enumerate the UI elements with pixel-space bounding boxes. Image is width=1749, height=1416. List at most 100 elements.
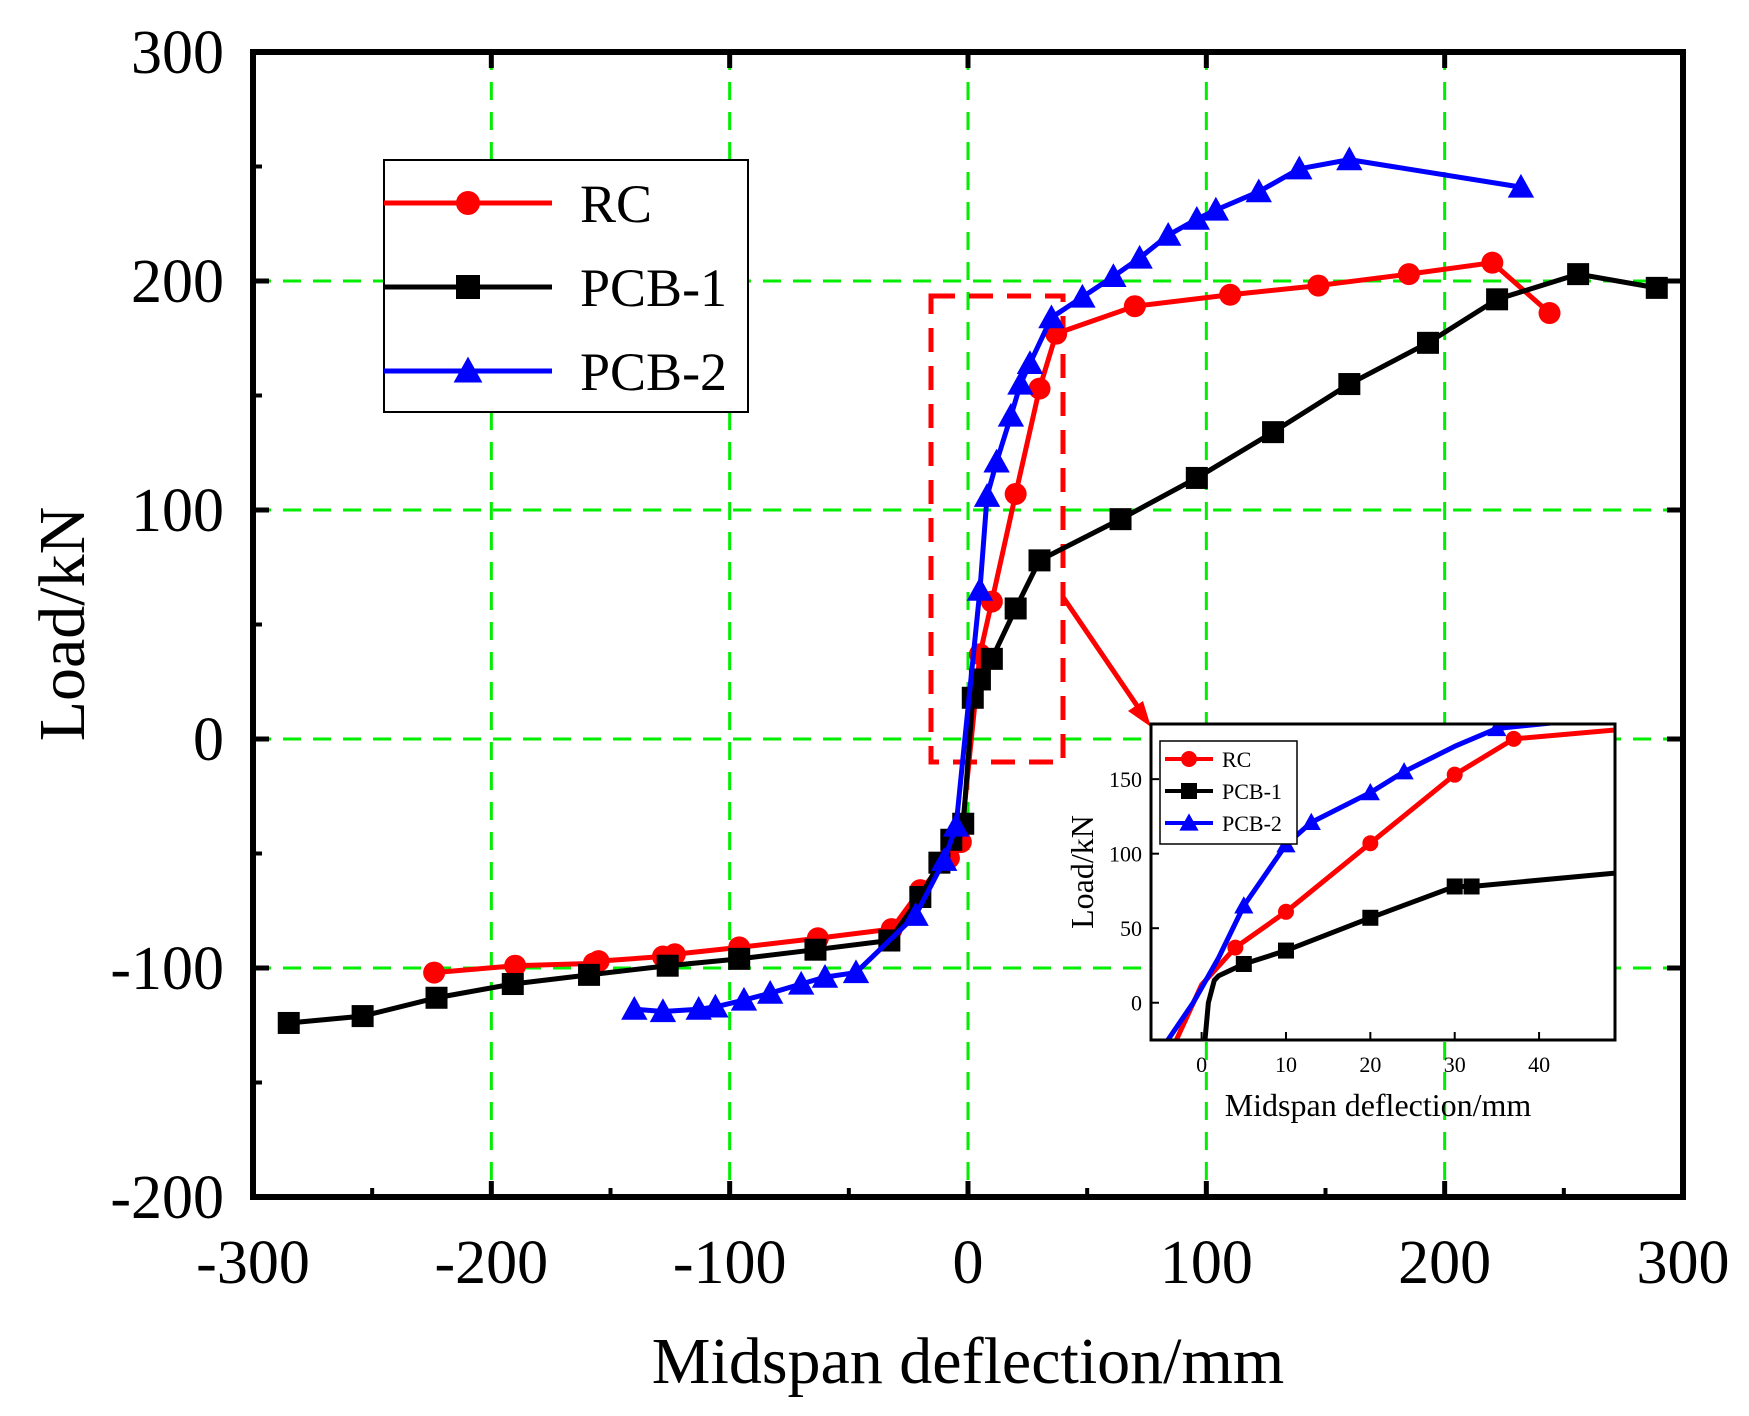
data-point-pcb-1 — [1185, 466, 1208, 489]
data-point-pcb-2 — [1245, 178, 1272, 203]
data-point-pcb-1 — [1416, 331, 1439, 354]
data-point-pcb-1 — [501, 973, 524, 996]
main-chart: -300 -200 -100 0 100 200 300-200-1000100200300… — [26, 19, 1730, 1398]
data-point-pcb-1 — [804, 938, 827, 961]
inset-y-tick-label: 0 — [1131, 991, 1142, 1016]
inset-x-axis-title: Midspan deflection/mm — [1225, 1087, 1532, 1123]
inset-data-point-pcb-1 — [1446, 878, 1463, 895]
data-point-rc — [1004, 482, 1027, 505]
inset-data-point-pcb-1 — [1463, 878, 1480, 895]
x-tick-label: -200 — [435, 1229, 549, 1297]
data-point-pcb-2 — [649, 998, 677, 1023]
data-point-pcb-2 — [1007, 370, 1034, 395]
inset-legend-marker-pcb-2 — [1179, 813, 1199, 831]
inset-legend-marker-rc — [1181, 751, 1197, 767]
x-tick-label: 200 — [1398, 1229, 1491, 1297]
inset-legend: RC PCB-1 PCB-2 — [1159, 740, 1298, 845]
inset-data-point-pcb-1 — [1235, 955, 1252, 972]
data-point-pcb-2 — [756, 979, 784, 1004]
y-tick-label: 0 — [193, 706, 224, 774]
inset-zoom-region — [928, 293, 1066, 765]
inset-chart: 0 10 20 30 40 0 50 100 150 Midspan deflection/mm… — [1064, 722, 1617, 1123]
main-series — [277, 146, 1668, 1034]
inset-series — [1165, 724, 1615, 1040]
inset-data-point-rc — [1277, 903, 1294, 920]
data-point-pcb-2 — [811, 963, 839, 988]
inset-legend-label-rc: RC — [1222, 747, 1251, 772]
data-point-pcb-2 — [942, 812, 970, 837]
legend-label-rc: RC — [580, 174, 652, 234]
data-point-pcb-2 — [1336, 146, 1363, 171]
data-point-rc — [1481, 251, 1504, 274]
inset-data-point-pcb-2 — [1360, 782, 1380, 801]
inset-y-axis-title: Load/kN — [1064, 815, 1100, 929]
inset-legend-label-pcb-2: PCB-2 — [1222, 811, 1282, 836]
main-y-axis-title: Load/kN — [26, 507, 99, 742]
data-point-pcb-2 — [1016, 350, 1044, 374]
data-point-pcb-2 — [1507, 173, 1535, 198]
data-point-rc — [1397, 263, 1420, 286]
inset-plot-frame — [1149, 722, 1617, 1042]
inset-ticks — [1151, 778, 1541, 1040]
inset-data-point-pcb-1 — [1277, 942, 1294, 959]
data-point-pcb-1 — [578, 963, 601, 986]
legend-marker-pcb-1 — [456, 275, 480, 299]
y-tick-label: -100 — [110, 935, 224, 1003]
data-point-rc — [1307, 274, 1330, 297]
inset-legend-item-pcb-1: PCB-1 — [1165, 779, 1282, 804]
data-point-pcb-1 — [1486, 288, 1509, 311]
legend-item-pcb-2: PCB-2 — [384, 342, 727, 402]
data-point-pcb-2 — [966, 576, 994, 601]
inset-data-point-pcb-2 — [1234, 896, 1254, 914]
data-point-pcb-1 — [968, 668, 991, 691]
data-point-pcb-2 — [1286, 155, 1313, 180]
inset-data-point-rc — [1446, 766, 1463, 783]
data-point-rc — [1219, 283, 1242, 306]
inset-legend-item-pcb-2: PCB-2 — [1165, 811, 1282, 836]
data-point-rc — [1538, 302, 1561, 325]
inset-legend-marker-pcb-1 — [1181, 783, 1197, 799]
legend-item-pcb-1: PCB-1 — [384, 258, 727, 318]
data-point-pcb-1 — [656, 954, 679, 977]
data-point-pcb-2 — [983, 448, 1010, 473]
x-tick-label: 100 — [1160, 1229, 1253, 1297]
data-point-rc — [1028, 377, 1051, 400]
data-point-pcb-2 — [842, 959, 870, 984]
y-tick-label: 200 — [131, 248, 224, 316]
legend-label-pcb-2: PCB-2 — [580, 342, 727, 402]
data-point-pcb-2 — [730, 986, 758, 1011]
inset-data-point-pcb-2 — [1394, 762, 1414, 780]
data-point-pcb-1 — [728, 947, 751, 970]
legend-marker-pcb-2 — [453, 356, 483, 383]
data-point-pcb-1 — [351, 1005, 374, 1028]
inset-series-pcb-1 — [1202, 870, 1615, 1040]
data-point-rc — [504, 954, 527, 977]
data-point-pcb-2 — [997, 402, 1025, 427]
inset-data-point-pcb-1 — [1362, 909, 1379, 926]
zoom-arrow-head — [1128, 701, 1151, 727]
inset-series-pcb-2 — [1165, 724, 1567, 1040]
data-point-pcb-2 — [930, 847, 958, 871]
main-legend: RC PCB-1 PCB-2 — [383, 159, 749, 413]
inset-x-tick-label: 20 — [1359, 1052, 1381, 1077]
data-point-pcb-1 — [1262, 421, 1285, 444]
series-pcb-1 — [277, 263, 1668, 1034]
data-point-pcb-1 — [425, 986, 448, 1009]
data-point-pcb-2 — [1126, 244, 1153, 269]
inset-data-point-rc — [1505, 730, 1522, 747]
data-point-pcb-2 — [1100, 263, 1127, 287]
main-x-axis-title: Midspan deflection/mm — [652, 1325, 1284, 1398]
series-line-pcb-1 — [288, 271, 1658, 1026]
data-point-pcb-2 — [902, 902, 929, 926]
x-tick-label: -100 — [673, 1229, 787, 1297]
data-point-rc — [423, 961, 446, 984]
series-pcb-2 — [621, 146, 1535, 1023]
data-point-pcb-2 — [1183, 205, 1210, 230]
data-point-pcb-1 — [277, 1011, 300, 1034]
inset-y-tick-label: 50 — [1120, 916, 1142, 941]
legend-item-rc: RC — [384, 174, 652, 234]
data-point-pcb-2 — [1155, 222, 1182, 246]
inset-data-point-pcb-2 — [1487, 724, 1507, 737]
